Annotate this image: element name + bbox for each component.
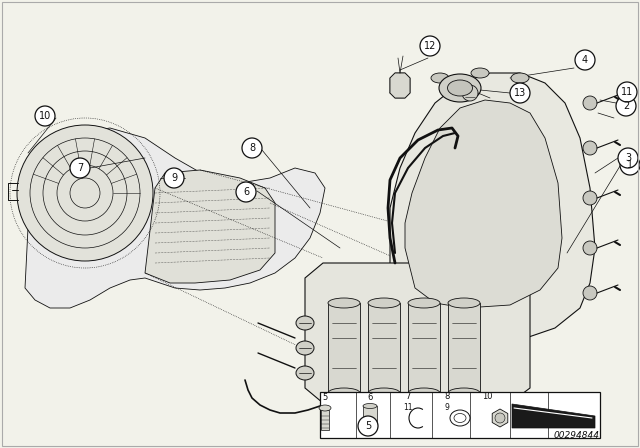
Circle shape: [583, 141, 597, 155]
Circle shape: [616, 96, 636, 116]
Polygon shape: [328, 303, 360, 393]
Circle shape: [583, 96, 597, 110]
Text: 12: 12: [424, 41, 436, 51]
Polygon shape: [408, 303, 440, 393]
Circle shape: [583, 286, 597, 300]
Ellipse shape: [296, 341, 314, 355]
Polygon shape: [145, 170, 275, 283]
Polygon shape: [405, 100, 562, 308]
Circle shape: [164, 168, 184, 188]
Circle shape: [510, 83, 530, 103]
Circle shape: [583, 191, 597, 205]
Circle shape: [242, 138, 262, 158]
Circle shape: [620, 155, 640, 175]
Circle shape: [236, 182, 256, 202]
Ellipse shape: [363, 426, 377, 431]
Polygon shape: [390, 73, 595, 343]
Text: 3: 3: [625, 153, 631, 163]
Circle shape: [70, 158, 90, 178]
Bar: [320, 392, 600, 438]
Ellipse shape: [363, 404, 377, 409]
Ellipse shape: [448, 388, 480, 398]
Circle shape: [495, 413, 505, 423]
Circle shape: [583, 241, 597, 255]
Circle shape: [17, 125, 153, 261]
Ellipse shape: [319, 405, 331, 411]
Ellipse shape: [328, 388, 360, 398]
Text: 00294844: 00294844: [554, 431, 600, 440]
Text: 11: 11: [403, 403, 413, 412]
Circle shape: [420, 36, 440, 56]
Ellipse shape: [328, 298, 360, 308]
Circle shape: [358, 416, 378, 436]
Ellipse shape: [368, 298, 400, 308]
Text: 2: 2: [623, 101, 629, 111]
Text: 6: 6: [243, 187, 249, 197]
Text: 8: 8: [249, 143, 255, 153]
Ellipse shape: [408, 388, 440, 398]
Circle shape: [462, 85, 478, 101]
Polygon shape: [492, 409, 508, 427]
Bar: [363, 406, 377, 428]
Circle shape: [618, 148, 638, 168]
Ellipse shape: [471, 68, 489, 78]
Text: 9: 9: [445, 403, 449, 412]
Text: 5: 5: [365, 421, 371, 431]
Bar: [321, 410, 329, 430]
Polygon shape: [448, 303, 480, 393]
Ellipse shape: [439, 74, 481, 102]
Ellipse shape: [296, 316, 314, 330]
Text: 7: 7: [77, 163, 83, 173]
Text: 5: 5: [323, 393, 328, 402]
Polygon shape: [305, 263, 530, 403]
Circle shape: [617, 82, 637, 102]
Ellipse shape: [431, 73, 449, 83]
Text: 9: 9: [171, 173, 177, 183]
Ellipse shape: [511, 73, 529, 83]
Circle shape: [575, 50, 595, 70]
Text: 13: 13: [514, 88, 526, 98]
Text: 8: 8: [444, 392, 450, 401]
Ellipse shape: [448, 298, 480, 308]
Polygon shape: [368, 303, 400, 393]
Text: 10: 10: [39, 111, 51, 121]
Ellipse shape: [368, 388, 400, 398]
Ellipse shape: [408, 298, 440, 308]
Text: 10: 10: [482, 392, 492, 401]
Text: 11: 11: [621, 87, 633, 97]
Text: 7: 7: [405, 392, 411, 401]
Text: 4: 4: [582, 55, 588, 65]
Polygon shape: [390, 73, 410, 98]
Text: 6: 6: [367, 393, 372, 402]
Ellipse shape: [447, 80, 472, 96]
Circle shape: [35, 106, 55, 126]
Polygon shape: [512, 404, 595, 428]
Ellipse shape: [296, 366, 314, 380]
Text: 1: 1: [627, 160, 633, 170]
Polygon shape: [25, 128, 325, 308]
